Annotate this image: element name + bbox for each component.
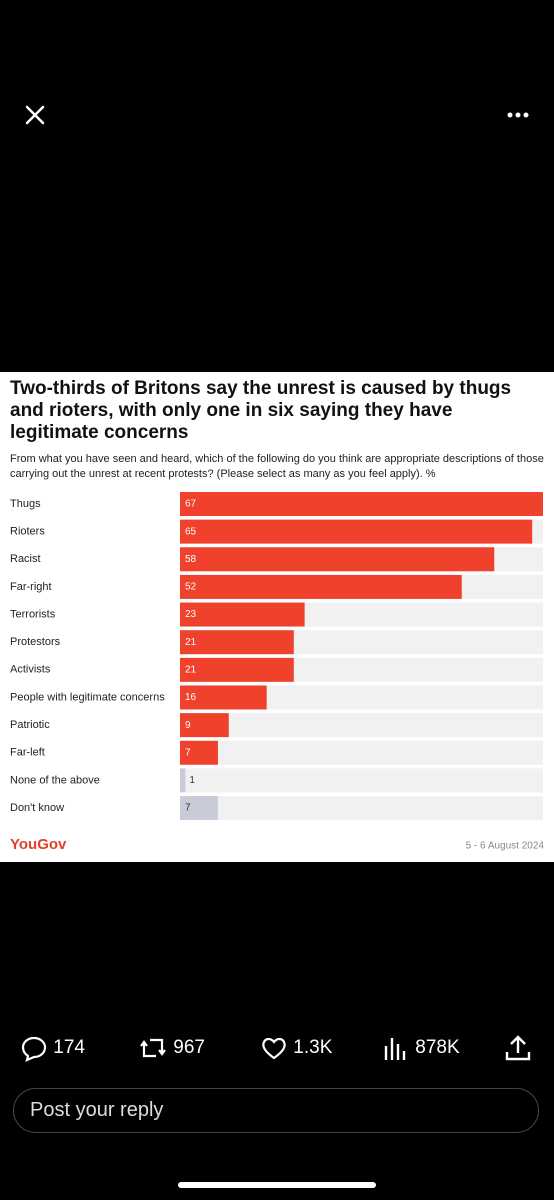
chart-title: Two-thirds of Britons say the unrest is … [10,378,512,443]
bar [180,740,218,765]
bar [180,574,462,599]
bar-track [180,796,543,821]
close-button[interactable] [25,105,45,125]
bar [180,519,533,544]
category-label: None of the above [10,774,100,786]
value-label: 9 [185,720,191,731]
category-label: Racist [10,553,41,565]
source-logo: YouGov [10,836,67,853]
like-icon [262,1037,286,1060]
value-label: 1 [189,775,195,786]
repost-action[interactable]: 967 [138,1034,205,1062]
bar [180,602,305,627]
share-button[interactable] [503,1033,533,1063]
value-label: 7 [185,803,191,814]
category-label: Far-right [10,581,52,593]
category-label: Far-left [10,747,45,759]
home-indicator [178,1182,376,1188]
bar [180,630,294,655]
value-label: 21 [185,664,197,675]
reply-count: 174 [53,1037,85,1059]
category-label: Protestors [10,636,61,648]
bar [180,796,218,821]
bar-track [180,713,543,738]
bar [180,492,543,516]
bar [180,713,229,738]
category-label: Don't know [10,802,64,814]
chart-panel: Two-thirds of Britons say the unrest is … [0,372,554,862]
repost-count: 967 [173,1037,205,1059]
chart-subtitle: From what you have seen and heard, which… [10,453,544,480]
reply-action[interactable]: 174 [20,1034,85,1062]
value-label: 21 [185,637,197,648]
like-action[interactable]: 1.3K [260,1034,332,1062]
bar [180,685,267,710]
reply-input[interactable]: Post your reply [13,1088,539,1133]
views-action[interactable]: 878K [382,1034,460,1062]
category-label: People with legitimate concerns [10,691,165,703]
category-label: Rioters [10,526,45,538]
views-icon [384,1038,406,1060]
value-label: 58 [185,554,197,565]
bar-track [180,740,543,765]
value-label: 23 [185,609,197,620]
category-label: Thugs [10,498,41,510]
reply-icon [21,1036,47,1062]
top-bar [25,105,529,125]
bar-track [180,768,543,793]
value-label: 67 [185,499,197,510]
bar [180,547,495,572]
views-count: 878K [415,1037,460,1059]
bar [180,768,186,793]
value-label: 65 [185,526,197,537]
date: 5 - 6 August 2024 [466,841,545,852]
value-label: 16 [185,692,197,703]
category-label: Activists [10,664,51,676]
like-count: 1.3K [293,1037,333,1059]
bar [180,657,294,682]
category-label: Terrorists [10,608,56,620]
repost-icon [140,1038,166,1058]
chart: YouGov 5 - 6 August 2024 Thugs 67 Rioters 6… [10,492,545,853]
category-label: Patriotic [10,719,50,731]
more-button[interactable] [507,112,529,118]
value-label: 52 [185,582,197,593]
value-label: 7 [185,747,191,758]
